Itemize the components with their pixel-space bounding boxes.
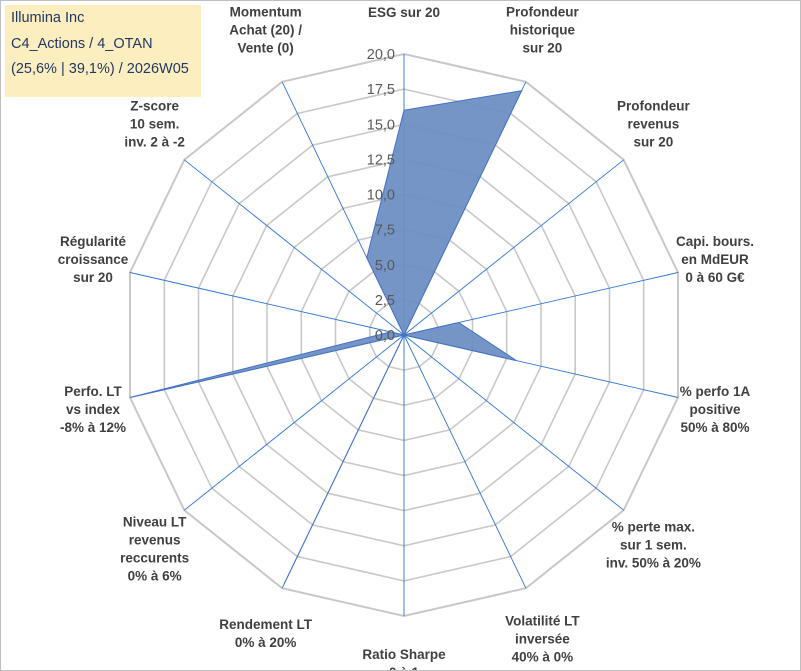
- axis-spoke: [403, 334, 624, 511]
- tick-label: 12,5: [367, 152, 395, 168]
- category-label: Perfo. LT vs index -8% à 12%: [60, 384, 126, 435]
- category-label: Niveau LT revenus reccurents 0% à 6%: [120, 515, 189, 584]
- category-label: Z-score 10 sem. inv. 2 à -2: [124, 98, 185, 149]
- tick-label: 17,5: [367, 82, 395, 98]
- portfolio-label: C4_Actions / 4_OTAN: [11, 36, 153, 52]
- series: [129, 90, 523, 585]
- category-label: Profondeur historique sur 20: [506, 5, 579, 56]
- category-label: Ratio Sharpe0 à 1: [362, 647, 446, 670]
- tick-label: 7,5: [375, 223, 395, 239]
- tick-label: 0,0: [375, 328, 395, 344]
- category-label: Rendement LT 0% à 20%: [219, 617, 313, 650]
- category-label: Volatilité LT inversée 40% à 0%: [505, 613, 580, 664]
- axis-spoke: [403, 334, 527, 589]
- category-label: Régularité croissance sur 20: [58, 234, 129, 285]
- company-name: Illumina Inc: [11, 10, 85, 26]
- series-area: [129, 90, 523, 585]
- tick-labels: 0,0 2,5 5,0 7,5 10,0 12,5 15,0 17,5 20,0: [367, 47, 395, 344]
- category-label: % perfo 1A positive 50% à 80%: [680, 384, 751, 435]
- axis-spoke: [184, 334, 405, 511]
- tick-label: 20,0: [367, 47, 395, 63]
- tick-label: 15,0: [367, 117, 395, 133]
- axis-spoke: [403, 159, 624, 336]
- category-label: % perte max. sur 1 sem. inv. 50% à 20%: [606, 520, 701, 571]
- tick-label: 2,5: [375, 293, 395, 309]
- tick-label: 5,0: [375, 258, 395, 274]
- axis-spoke: [129, 272, 405, 336]
- info-box: Illumina Inc C4_Actions / 4_OTAN (25,6% …: [5, 5, 201, 97]
- category-label: Capi. bours. en MdEUR 0 à 60 G€: [676, 234, 754, 285]
- category-label: NoteESG sur 20: [368, 1, 440, 20]
- stats-label: (25,6% | 39,1%) / 2026W05: [11, 61, 189, 77]
- tick-label: 10,0: [367, 188, 395, 204]
- category-label: Momentum Achat (20) / Vente (0): [229, 5, 302, 56]
- axis-spoke: [184, 159, 405, 336]
- category-label: Profondeur revenus sur 20: [617, 98, 690, 149]
